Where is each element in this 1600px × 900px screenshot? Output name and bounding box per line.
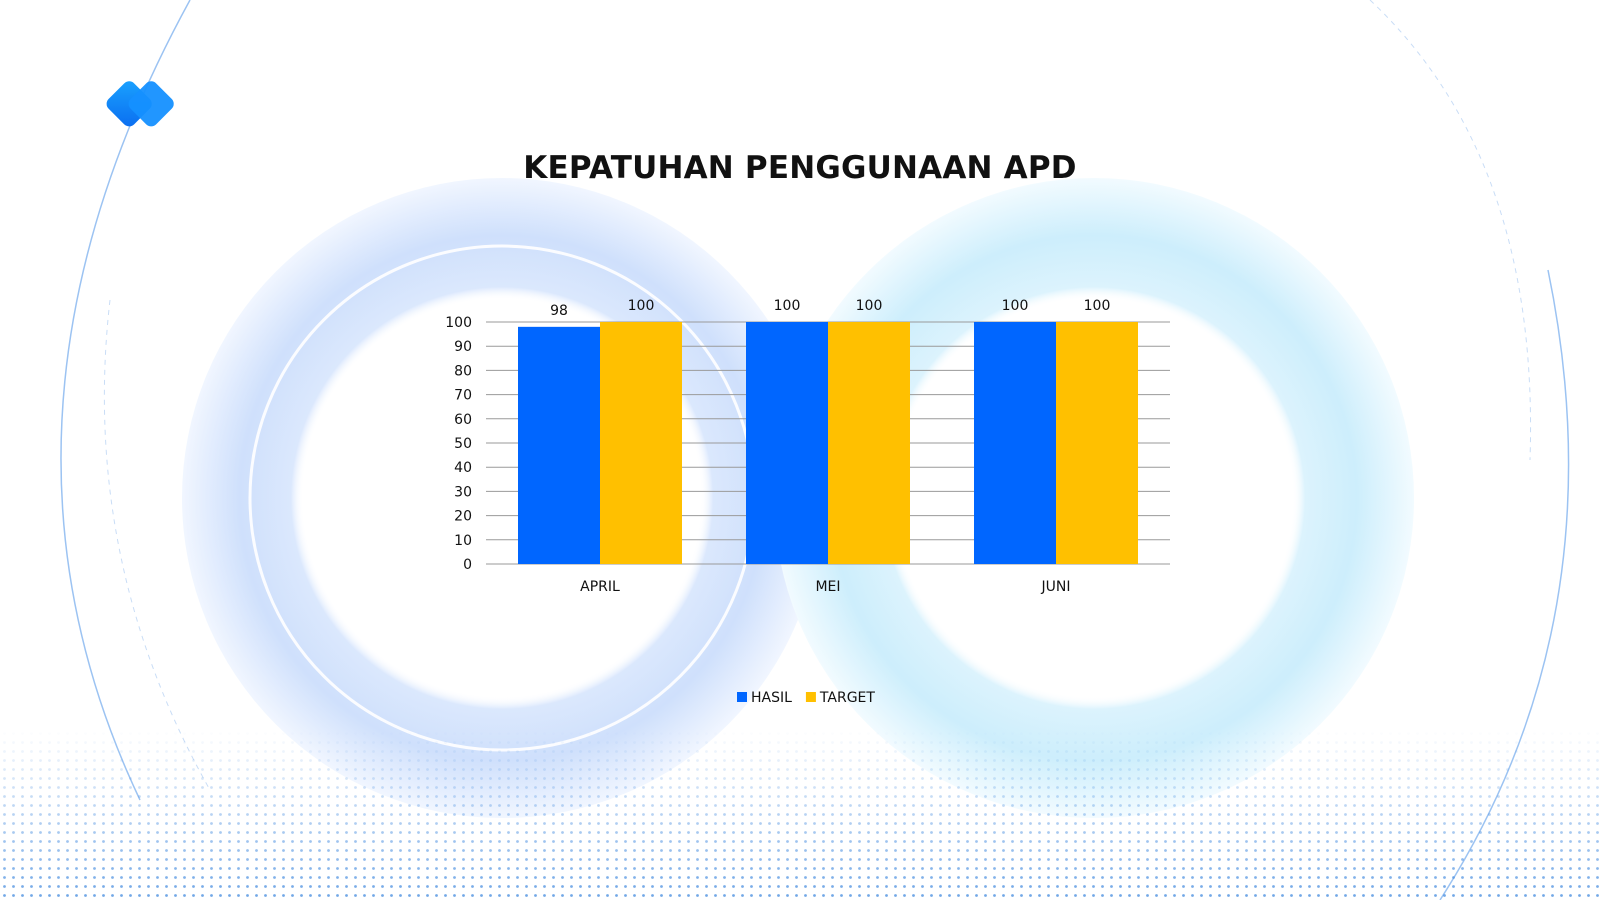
legend-swatch-hasil: [737, 692, 747, 702]
data-label: 100: [774, 298, 801, 314]
y-tick-label: 50: [454, 436, 472, 452]
bar-target-april: [600, 322, 682, 564]
x-category-label: APRIL: [580, 579, 620, 595]
dot-halftone-floor: [0, 730, 1600, 900]
data-labels: 98 100 100 100 100 100: [550, 298, 1110, 319]
legend: HASIL TARGET: [737, 690, 875, 706]
data-label: 100: [628, 298, 655, 314]
bar-hasil-april: [518, 326, 600, 564]
data-label: 98: [550, 303, 568, 319]
y-tick-label: 40: [454, 460, 472, 476]
y-tick-label: 30: [454, 484, 472, 500]
y-tick-label: 90: [454, 339, 472, 355]
chart-title: KEPATUHAN PENGGUNAAN APD: [523, 150, 1077, 186]
data-label: 100: [856, 298, 883, 314]
x-axis-categories: APRIL MEI JUNI: [580, 579, 1070, 595]
y-tick-label: 20: [454, 509, 472, 525]
y-axis-ticks: 0 10 20 30 40 50 60 70 80 90 100: [445, 315, 472, 573]
bar-target-mei: [828, 322, 910, 564]
y-tick-label: 100: [445, 315, 472, 331]
legend-swatch-target: [805, 692, 816, 702]
data-label: 100: [1002, 298, 1029, 314]
bar-hasil-mei: [746, 322, 828, 564]
brand-logo-icon: [106, 81, 174, 127]
x-category-label: MEI: [815, 579, 840, 595]
x-category-label: JUNI: [1041, 579, 1071, 595]
y-tick-label: 80: [454, 363, 472, 379]
y-tick-label: 60: [454, 412, 472, 428]
y-tick-label: 10: [454, 533, 472, 549]
legend-label-hasil: HASIL: [751, 690, 792, 706]
data-label: 100: [1084, 298, 1111, 314]
y-tick-label: 70: [454, 388, 472, 404]
legend-label-target: TARGET: [819, 690, 875, 706]
y-tick-label: 0: [463, 557, 472, 573]
bar-target-juni: [1056, 322, 1138, 564]
bars: [518, 322, 1138, 564]
bar-hasil-juni: [974, 322, 1056, 564]
